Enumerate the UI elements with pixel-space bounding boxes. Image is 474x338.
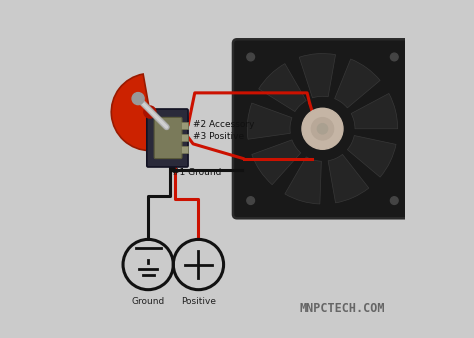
Text: MNPCTECH.COM: MNPCTECH.COM [300,301,385,315]
Wedge shape [351,94,398,129]
Circle shape [311,118,334,140]
Circle shape [391,53,398,61]
Circle shape [144,106,156,118]
Text: #2 Accessory: #2 Accessory [193,120,255,129]
Circle shape [247,53,255,61]
Wedge shape [247,103,292,139]
Circle shape [318,124,328,134]
FancyBboxPatch shape [154,117,182,159]
FancyBboxPatch shape [233,39,412,218]
Wedge shape [111,74,150,150]
Wedge shape [285,157,321,204]
Circle shape [247,197,255,204]
Wedge shape [259,64,306,112]
Wedge shape [299,53,336,98]
Wedge shape [252,140,301,185]
FancyBboxPatch shape [181,146,188,153]
FancyBboxPatch shape [147,109,188,167]
Circle shape [391,197,398,204]
Circle shape [302,108,343,149]
Wedge shape [335,59,380,108]
Wedge shape [328,154,369,203]
Text: #1 Ground: #1 Ground [172,168,221,177]
Circle shape [132,93,144,105]
Wedge shape [347,136,396,177]
Text: Ground: Ground [132,297,165,306]
Text: Positive: Positive [181,297,216,306]
Text: #3 Positive: #3 Positive [193,131,245,141]
FancyBboxPatch shape [181,122,188,129]
FancyBboxPatch shape [181,134,188,141]
